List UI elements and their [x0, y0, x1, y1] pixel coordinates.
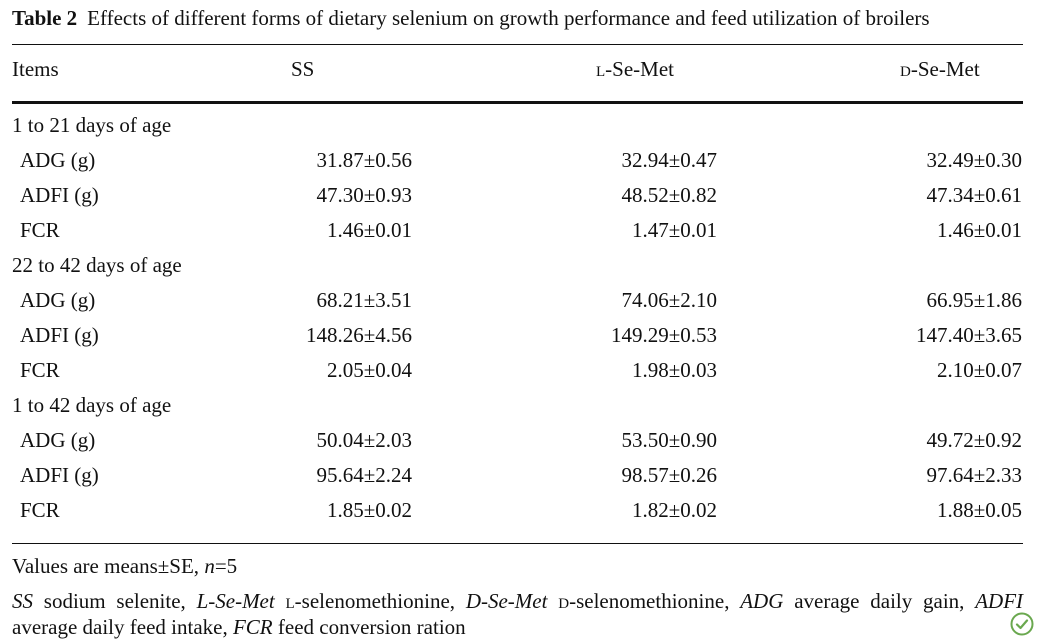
cell-item: ADG (g)	[20, 288, 96, 312]
cell-d-se-met: 49.72±0.92	[926, 428, 1022, 452]
bottom-rule	[12, 543, 1023, 544]
cell-ss: 2.05±0.04	[326, 358, 412, 382]
cell-l-se-met: 149.29±0.53	[610, 323, 717, 347]
header-ss: SS	[291, 57, 315, 81]
cell-l-se-met: 98.57±0.26	[621, 463, 717, 487]
cell-d-se-met: 1.88±0.05	[936, 498, 1022, 522]
table-row: FCR 1.85±0.02 1.82±0.02 1.88±0.05	[0, 493, 1042, 528]
top-rule	[12, 44, 1023, 45]
header-items: Items	[12, 57, 59, 81]
cell-l-se-met: 1.82±0.02	[631, 498, 717, 522]
cell-l-se-met: 1.47±0.01	[631, 218, 717, 242]
table-row: ADFI (g) 47.30±0.93 48.52±0.82 47.34±0.61	[0, 178, 1042, 213]
table-row: ADFI (g) 148.26±4.56 149.29±0.53 147.40±3.6…	[0, 318, 1042, 353]
cell-ss: 68.21±3.51	[316, 288, 412, 312]
def-fcr: feed conversion ration	[277, 615, 466, 639]
cell-l-se-met: 1.98±0.03	[631, 358, 717, 382]
header-d-se-met: d-Se-Met	[900, 57, 980, 81]
section-row: 1 to 42 days of age	[0, 388, 1042, 423]
table-row: ADG (g) 50.04±2.03 53.50±0.90 49.72±0.92	[0, 423, 1042, 458]
cell-ss: 47.30±0.93	[316, 183, 412, 207]
note-values-prefix: Values are means±SE,	[12, 554, 205, 578]
table-title: Table 2 Effects of different forms of die…	[12, 4, 1037, 32]
def-d-prefix: d	[558, 589, 570, 613]
def-d-se-met: -selenomethionine	[569, 589, 725, 613]
cell-d-se-met: 97.64±2.33	[926, 463, 1022, 487]
cell-d-se-met: 32.49±0.30	[926, 148, 1022, 172]
abbr-adfi: ADFI	[975, 589, 1024, 613]
cell-l-se-met: 53.50±0.90	[621, 428, 717, 452]
header-rule	[12, 101, 1023, 104]
cell-l-se-met: 74.06±2.10	[621, 288, 717, 312]
cell-d-se-met: 2.10±0.07	[936, 358, 1022, 382]
cell-d-se-met: 47.34±0.61	[926, 183, 1022, 207]
cell-ss: 50.04±2.03	[316, 428, 412, 452]
cell-item: ADFI (g)	[20, 183, 99, 207]
cell-d-se-met: 66.95±1.86	[926, 288, 1022, 312]
abbr-adg: ADG	[740, 589, 784, 613]
cell-d-se-met: 147.40±3.65	[915, 323, 1022, 347]
def-l-prefix: l	[285, 589, 295, 613]
abbr-d-se-met: D-Se-Met	[465, 589, 548, 613]
cell-ss: 1.46±0.01	[326, 218, 412, 242]
note-values: Values are means±SE, n=5	[12, 552, 237, 580]
header-l-se-met: l-Se-Met	[596, 57, 674, 81]
table-label: Table 2	[12, 6, 78, 30]
section-label: 1 to 21 days of age	[12, 113, 172, 137]
cell-l-se-met: 32.94±0.47	[621, 148, 717, 172]
cell-item: ADG (g)	[20, 148, 96, 172]
def-l-se-met: -selenomethionine	[294, 589, 450, 613]
cell-d-se-met: 1.46±0.01	[936, 218, 1022, 242]
section-label: 1 to 42 days of age	[12, 393, 172, 417]
cell-item: FCR	[20, 358, 60, 382]
table-row: FCR 1.46±0.01 1.47±0.01 1.46±0.01	[0, 213, 1042, 248]
abbr-ss: SS	[12, 589, 33, 613]
cell-ss: 1.85±0.02	[326, 498, 412, 522]
cell-item: ADFI (g)	[20, 463, 99, 487]
table-caption: Effects of different forms of dietary se…	[87, 6, 930, 30]
crossmark-icon[interactable]	[1010, 612, 1034, 636]
table-row: ADG (g) 31.87±0.56 32.94±0.47 32.49±0.30	[0, 143, 1042, 178]
cell-ss: 148.26±4.56	[305, 323, 412, 347]
def-adg: average daily gain	[794, 589, 960, 613]
note-n-var: n	[204, 554, 215, 578]
section-row: 1 to 21 days of age	[0, 108, 1042, 143]
def-adfi: average daily feed intake	[12, 615, 223, 639]
table-row: ADFI (g) 95.64±2.24 98.57±0.26 97.64±2.33	[0, 458, 1042, 493]
section-label: 22 to 42 days of age	[12, 253, 182, 277]
cell-item: FCR	[20, 498, 60, 522]
cell-item: ADFI (g)	[20, 323, 99, 347]
cell-item: ADG (g)	[20, 428, 96, 452]
note-abbreviations: SS sodium selenite, L-Se-Met l-selenomet…	[12, 589, 1024, 639]
cell-item: FCR	[20, 218, 60, 242]
note-n-val: =5	[214, 554, 238, 578]
section-row: 22 to 42 days of age	[0, 248, 1042, 283]
def-ss: sodium selenite	[43, 589, 181, 613]
cell-l-se-met: 48.52±0.82	[621, 183, 717, 207]
abbr-l-se-met: L-Se-Met	[196, 589, 275, 613]
cell-ss: 95.64±2.24	[316, 463, 412, 487]
table-row: FCR 2.05±0.04 1.98±0.03 2.10±0.07	[0, 353, 1042, 388]
abbr-fcr: FCR	[232, 615, 273, 639]
cell-ss: 31.87±0.56	[316, 148, 412, 172]
table-row: ADG (g) 68.21±3.51 74.06±2.10 66.95±1.86	[0, 283, 1042, 318]
